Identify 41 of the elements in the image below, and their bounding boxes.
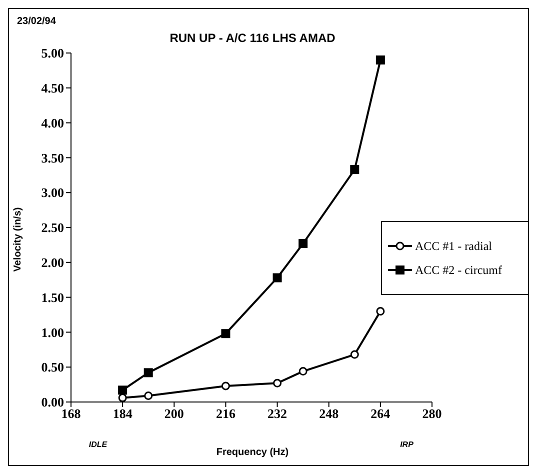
x-tick-label: 232	[268, 406, 288, 422]
point	[273, 378, 282, 388]
y-tick-label: 3.50	[41, 150, 64, 166]
y-tick-label: 2.00	[41, 255, 64, 270]
legend-label: ACC #2 - circumf	[415, 262, 502, 278]
x-tick-label: 264	[370, 406, 391, 422]
legend-label: ACC #1 - radial	[415, 238, 492, 254]
y-tick-label: 1.00	[41, 324, 64, 340]
x-tick-label: 168	[61, 406, 82, 422]
text: 23/02/94	[17, 16, 56, 27]
point	[221, 329, 230, 338]
y-tick-label: 0.00	[41, 394, 64, 410]
point	[376, 55, 385, 64]
point	[221, 382, 230, 390]
x-tick-label: 200	[164, 406, 184, 422]
x-tick-label: 280	[422, 406, 442, 422]
chart-title: RUN UP - A/C 116 LHS AMAD	[168, 31, 336, 45]
point	[298, 239, 308, 248]
point	[298, 367, 308, 376]
point	[350, 165, 360, 174]
y-axis-title: Velocity (in/s)	[12, 206, 24, 272]
y-tick-label: 0.50	[41, 360, 64, 375]
y-tick-label: 1.50	[41, 290, 64, 305]
text: IDLE	[88, 440, 108, 449]
x-tick-label: 184	[112, 406, 133, 422]
point	[144, 368, 153, 378]
text: IRP	[400, 440, 414, 449]
y-tick-label: 4.00	[41, 115, 64, 130]
point	[272, 273, 282, 282]
point	[118, 394, 127, 402]
y-tick-label: 5.00	[41, 46, 64, 61]
x-axis-title: Frequency (Hz)	[216, 447, 289, 458]
point	[144, 391, 153, 400]
x-tick-label: 248	[319, 406, 340, 422]
y-tick-label: 4.50	[41, 80, 64, 96]
point	[118, 386, 128, 395]
x-tick-label: 216	[216, 406, 236, 422]
point	[350, 350, 359, 359]
y-tick-label: 3.00	[41, 185, 64, 200]
point	[376, 307, 385, 316]
y-tick-label: 2.50	[41, 220, 64, 236]
